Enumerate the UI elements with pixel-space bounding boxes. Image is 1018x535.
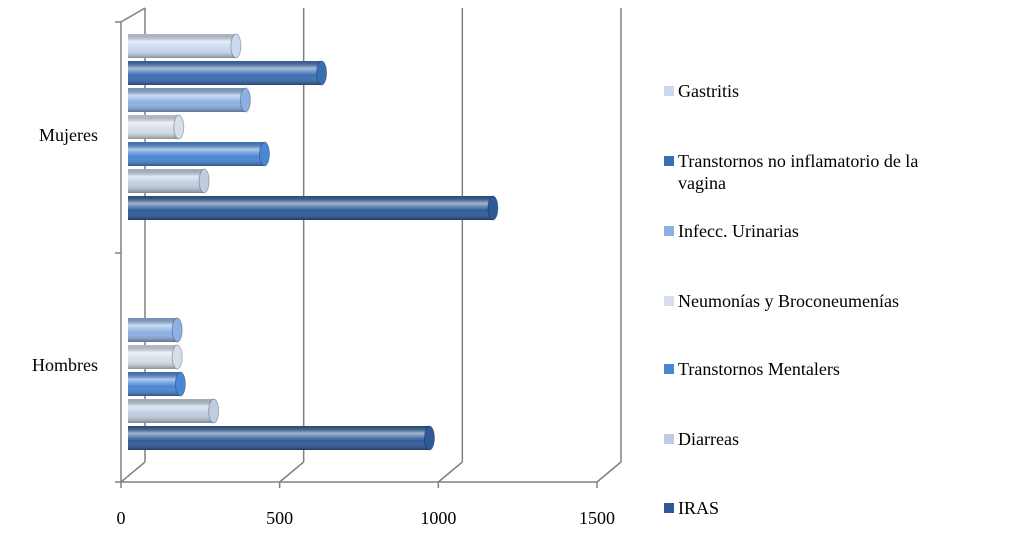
legend-label: Neumonías y Broconeumenías [678,291,899,311]
legend-swatch [664,364,674,374]
bar-cap [423,425,435,451]
legend-item: Infecc. Urinarias [664,220,978,242]
floor-line [437,461,463,483]
floor-line [596,461,622,483]
bar-cap [174,371,186,397]
bar-shade [128,399,214,423]
legend-label: Transtornos no inflamatorio de la vagina [678,151,919,193]
legend-swatch [664,156,674,166]
bar-shade [128,142,265,166]
legend-label: Diarreas [678,429,739,449]
x-tick-label: 500 [266,508,293,528]
y-tick-label: Mujeres [39,125,98,145]
x-tick-label: 1000 [420,508,456,528]
bar-cap [171,317,183,343]
bar-shade [128,115,179,139]
legend-item: Neumonías y Broconeumenías [664,290,978,312]
bar-cap [316,60,328,86]
bar-shade [128,345,178,369]
legend-swatch [664,226,674,236]
bar-cap [173,114,185,140]
floor-line [120,461,146,483]
legend-item: Diarreas [664,428,978,450]
y-tick-label: Hombres [32,355,98,375]
bar-cap [487,195,499,221]
legend-item: Transtornos Mentalers [664,358,978,380]
bar-shade [128,61,322,85]
legend-swatch [664,503,674,513]
x-tick-label: 0 [117,508,126,528]
bar-cap [239,87,251,113]
bar-shade [128,426,430,450]
bar-cap [230,33,242,59]
bar-cap [171,344,183,370]
legend-label: IRAS [678,498,720,518]
plot-walls [115,7,146,483]
legend-label: Infecc. Urinarias [678,221,799,241]
wall-edge [120,7,146,23]
bar-shade [128,34,236,58]
legend-item: Gastritis [664,80,978,102]
bar-shade [128,372,181,396]
legend-item: IRAS [664,497,978,519]
bar-cap [198,168,210,194]
legend: Gastritis Transtornos no inflamatorio de … [664,0,1018,535]
bar-cap [208,398,220,424]
bar-shade [128,88,246,112]
legend-item: Transtornos no inflamatorio de la vagina [664,150,994,194]
bar-shade [128,196,493,220]
x-tick-label: 1500 [579,508,615,528]
legend-label: Transtornos Mentalers [678,359,840,379]
legend-label: Gastritis [678,81,739,101]
bar-shade [128,318,178,342]
bar-shade [128,169,205,193]
legend-swatch [664,434,674,444]
floor-line [279,461,305,483]
legend-swatch [664,86,674,96]
bar-cap [258,141,270,167]
legend-swatch [664,296,674,306]
